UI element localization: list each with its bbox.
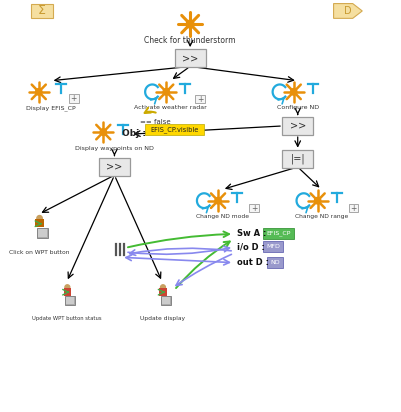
Text: +: + [196, 95, 203, 104]
Text: Sw A :: Sw A : [237, 229, 266, 239]
Circle shape [186, 20, 194, 28]
Text: +: + [250, 204, 257, 213]
FancyBboxPatch shape [263, 241, 283, 252]
FancyBboxPatch shape [282, 117, 312, 135]
Text: MFD: MFD [266, 244, 279, 249]
Text: EFIS_CP.visible: EFIS_CP.visible [150, 126, 198, 133]
Polygon shape [333, 4, 361, 19]
Circle shape [214, 197, 221, 204]
Text: i/o D :: i/o D : [237, 243, 264, 252]
Circle shape [290, 89, 296, 95]
FancyBboxPatch shape [159, 288, 166, 295]
Text: EFIS_CP: EFIS_CP [266, 231, 290, 236]
FancyBboxPatch shape [99, 158, 130, 176]
Text: Display waypoints on ND: Display waypoints on ND [75, 146, 154, 152]
FancyBboxPatch shape [282, 150, 312, 168]
FancyBboxPatch shape [37, 228, 48, 238]
FancyBboxPatch shape [63, 288, 71, 295]
Circle shape [160, 285, 165, 290]
FancyBboxPatch shape [267, 257, 282, 267]
Text: Σ: Σ [38, 5, 45, 17]
FancyBboxPatch shape [38, 229, 47, 237]
Text: |=|: |=| [290, 154, 304, 164]
Text: >>: >> [182, 53, 198, 63]
Text: Change ND mode: Change ND mode [195, 214, 248, 219]
FancyBboxPatch shape [65, 296, 75, 305]
Text: Obj :: Obj : [122, 129, 146, 138]
FancyBboxPatch shape [348, 204, 357, 212]
Circle shape [65, 285, 70, 290]
Circle shape [163, 89, 169, 95]
FancyBboxPatch shape [174, 49, 205, 67]
Text: Update WPT button status: Update WPT button status [32, 316, 101, 321]
FancyBboxPatch shape [195, 95, 205, 103]
FancyBboxPatch shape [66, 297, 74, 304]
Text: Click on WPT button: Click on WPT button [8, 250, 69, 255]
Text: D: D [343, 6, 351, 16]
Text: Check for thunderstorm: Check for thunderstorm [144, 36, 235, 45]
Text: Activate weather radar: Activate weather radar [134, 105, 206, 110]
Text: >>: >> [289, 121, 305, 131]
Circle shape [314, 197, 320, 204]
Polygon shape [31, 4, 53, 19]
Text: Update display: Update display [140, 316, 184, 321]
Text: out D :: out D : [237, 258, 269, 267]
Text: Configure ND: Configure ND [276, 105, 318, 110]
FancyBboxPatch shape [161, 297, 170, 304]
FancyBboxPatch shape [69, 94, 79, 103]
Text: +: + [349, 204, 356, 213]
Text: >>: >> [106, 162, 122, 172]
Circle shape [100, 129, 106, 136]
Text: ND: ND [269, 260, 279, 265]
FancyBboxPatch shape [263, 228, 293, 239]
Text: +: + [71, 94, 77, 103]
Circle shape [37, 215, 42, 221]
Text: == false: == false [140, 119, 170, 125]
Text: Change ND range: Change ND range [294, 214, 347, 219]
FancyBboxPatch shape [160, 296, 170, 305]
Circle shape [35, 89, 42, 95]
FancyBboxPatch shape [144, 124, 204, 136]
Text: Display EFIS_CP: Display EFIS_CP [26, 105, 75, 111]
FancyBboxPatch shape [35, 219, 44, 227]
FancyBboxPatch shape [249, 204, 258, 212]
